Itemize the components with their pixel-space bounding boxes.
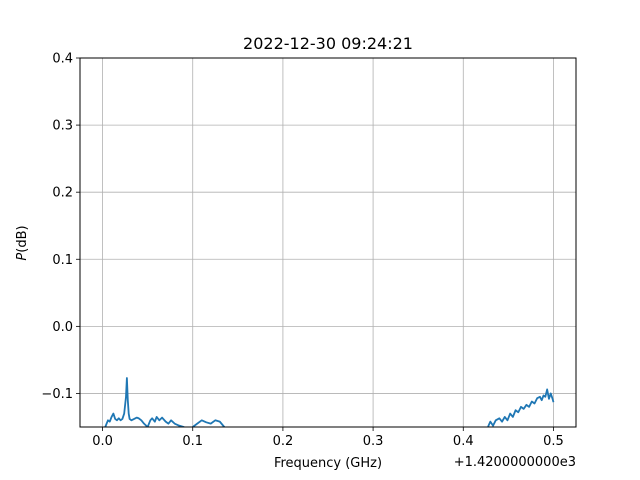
x-tick-label: 0.5 <box>543 434 564 449</box>
chart-title: 2022-12-30 09:24:21 <box>243 34 413 53</box>
x-tick-label: 0.4 <box>453 434 474 449</box>
y-tick-label: 0.2 <box>52 186 73 201</box>
plot-frame <box>79 57 577 428</box>
plot-area <box>80 58 576 427</box>
y-axis-label-italic: P <box>15 253 30 261</box>
x-axis-ticks: 0.0 0.1 0.2 0.3 0.4 0.5 <box>92 427 564 449</box>
x-tick-label: 0.2 <box>273 434 294 449</box>
x-axis-label: Frequency (GHz) <box>274 456 382 471</box>
x-tick-label: 0.0 <box>92 434 113 449</box>
x-tick-label: 0.1 <box>182 434 203 449</box>
y-tick-label: 0.4 <box>52 52 73 67</box>
data-lines <box>104 377 555 427</box>
x-tick-label: 0.3 <box>363 434 384 449</box>
y-axis-label-unit: (dB) <box>15 225 30 252</box>
x-axis-offset-label: +1.4200000000e3 <box>454 455 576 470</box>
y-tick-label: 0.1 <box>52 253 73 268</box>
series-line-2 <box>487 388 555 427</box>
series-line-1 <box>104 377 226 427</box>
grid <box>80 57 576 427</box>
y-tick-label: 0.3 <box>52 119 73 134</box>
y-tick-label: −0.1 <box>41 387 73 402</box>
y-axis-label: P(dB) <box>15 225 30 260</box>
y-axis-ticks: −0.1 0.0 0.1 0.2 0.3 0.4 <box>41 52 80 402</box>
y-tick-label: 0.0 <box>52 320 73 335</box>
